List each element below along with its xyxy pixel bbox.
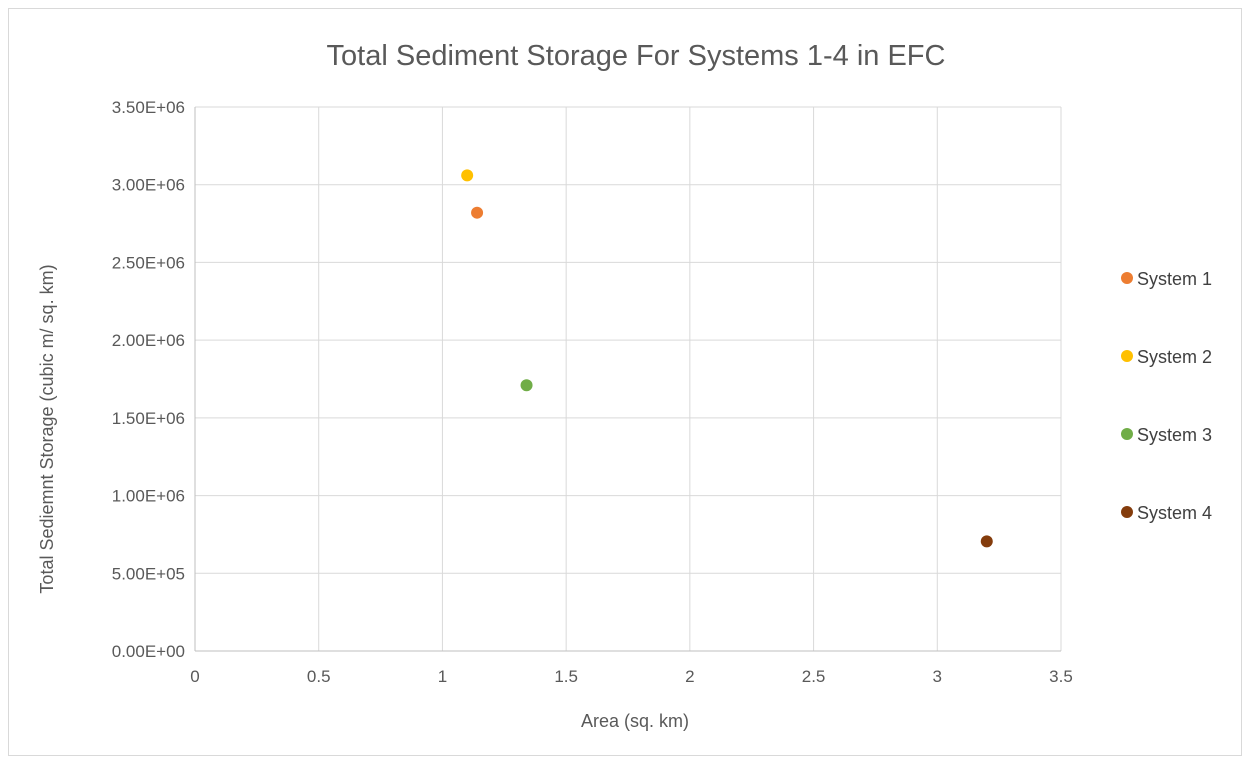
y-tick-label: 2.50E+06 xyxy=(112,253,185,272)
data-point-system-1 xyxy=(471,206,484,219)
legend-label-system-2: System 2 xyxy=(1137,347,1212,367)
x-tick-label: 1.5 xyxy=(554,667,578,686)
legend-marker-system-3 xyxy=(1121,428,1133,440)
legend-marker-system-2 xyxy=(1121,350,1133,362)
x-tick-label: 0 xyxy=(190,667,199,686)
tick-labels: 0 0.5 1 1.5 2 2.5 3 3.5 0.00E+00 5.00E+05 1.00E+06… xyxy=(112,98,1073,686)
legend-marker-system-1 xyxy=(1121,272,1133,284)
legend: System 1 System 2 System 3 System 4 xyxy=(1121,269,1212,523)
y-tick-label: 5.00E+05 xyxy=(112,564,185,583)
y-tick-label: 0.00E+00 xyxy=(112,642,185,661)
data-point-system-3 xyxy=(520,379,533,392)
data-points xyxy=(461,169,993,548)
x-tick-label: 2.5 xyxy=(802,667,826,686)
y-tick-label: 2.00E+06 xyxy=(112,331,185,350)
y-tick-label: 3.00E+06 xyxy=(112,176,185,195)
y-axis-title: Total Sediemnt Storage (cubic m/ sq. km) xyxy=(37,264,57,593)
x-axis-title: Area (sq. km) xyxy=(581,711,689,731)
chart-title: Total Sediment Storage For Systems 1-4 i… xyxy=(327,40,946,72)
legend-label-system-3: System 3 xyxy=(1137,425,1212,445)
y-tick-label: 3.50E+06 xyxy=(112,98,185,117)
legend-marker-system-4 xyxy=(1121,506,1133,518)
y-tick-label: 1.50E+06 xyxy=(112,409,185,428)
x-tick-label: 1 xyxy=(438,667,447,686)
x-tick-label: 3.5 xyxy=(1049,667,1073,686)
y-tick-label: 1.00E+06 xyxy=(112,487,185,506)
legend-label-system-4: System 4 xyxy=(1137,503,1212,523)
data-point-system-4 xyxy=(980,535,993,548)
scatter-chart: Total Sediment Storage For Systems 1-4 i… xyxy=(37,40,1212,731)
data-point-system-2 xyxy=(461,169,474,182)
x-tick-label: 3 xyxy=(933,667,942,686)
legend-label-system-1: System 1 xyxy=(1137,269,1212,289)
x-tick-label: 2 xyxy=(685,667,694,686)
axes xyxy=(194,107,1061,652)
chart-area: Total Sediment Storage For Systems 1-4 i… xyxy=(8,8,1242,756)
x-tick-label: 0.5 xyxy=(307,667,331,686)
gridlines xyxy=(194,106,1062,652)
